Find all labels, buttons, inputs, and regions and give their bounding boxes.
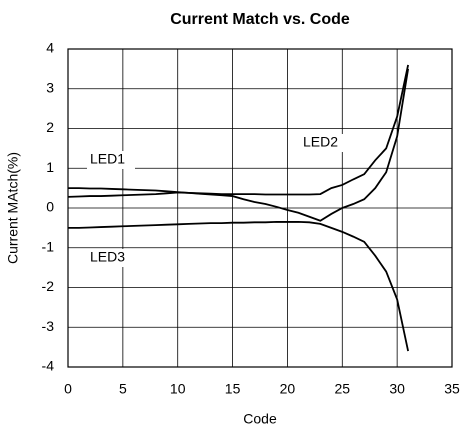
y-tick-label: -1 bbox=[42, 238, 55, 254]
y-tick-label: 2 bbox=[46, 119, 54, 135]
y-tick-label: 4 bbox=[46, 40, 54, 56]
label-background bbox=[87, 151, 135, 169]
y-tick-label: -4 bbox=[42, 358, 55, 374]
line-series bbox=[68, 68, 410, 222]
y-axis-label: Current MAtch(%) bbox=[5, 152, 21, 264]
x-tick-label: 10 bbox=[170, 381, 186, 397]
x-tick-label: 0 bbox=[64, 381, 72, 397]
line-series bbox=[68, 221, 409, 352]
x-tick-label: 5 bbox=[119, 381, 127, 397]
y-tick-label: 0 bbox=[46, 199, 54, 215]
x-tick-label: 25 bbox=[334, 381, 350, 397]
x-tick-label: 30 bbox=[389, 381, 405, 397]
y-tick-label: 1 bbox=[46, 159, 54, 175]
x-tick-label: 35 bbox=[444, 381, 460, 397]
x-axis-label: Code bbox=[243, 411, 277, 427]
y-tick-label: 3 bbox=[46, 79, 54, 95]
chart-title: Current Match vs. Code bbox=[170, 11, 350, 28]
x-tick-label: 20 bbox=[280, 381, 296, 397]
line-series bbox=[67, 64, 409, 198]
label-background bbox=[300, 134, 348, 152]
label-background bbox=[87, 249, 135, 267]
y-tick-label: -2 bbox=[42, 278, 55, 294]
x-tick-label: 15 bbox=[225, 381, 241, 397]
series-label: LED3 bbox=[90, 249, 125, 265]
series-label: LED2 bbox=[303, 134, 338, 150]
series-label: LED1 bbox=[90, 151, 125, 167]
y-tick-label: -3 bbox=[42, 318, 55, 334]
